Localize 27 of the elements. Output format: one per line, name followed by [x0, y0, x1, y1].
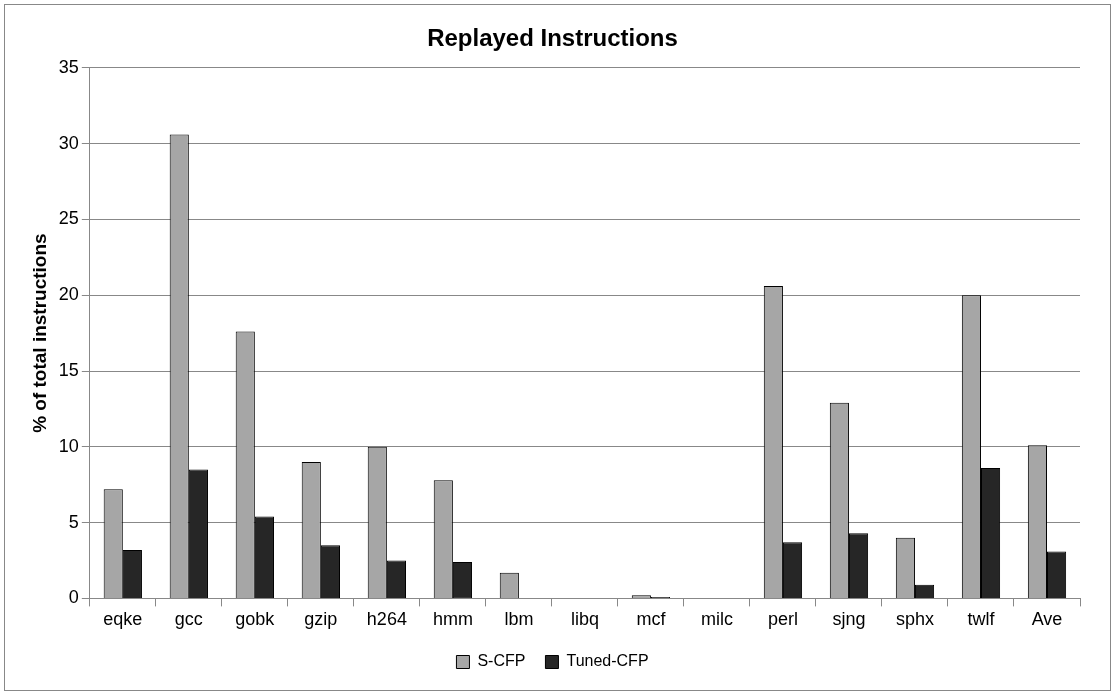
- x-tick-label: lbm: [504, 609, 534, 630]
- y-tick-label: 5: [68, 511, 79, 532]
- x-tick-label: gobk: [235, 609, 276, 630]
- x-tick-label: gzip: [304, 609, 338, 630]
- y-tick-label: 25: [58, 208, 79, 229]
- x-tick-label: sphx: [895, 609, 934, 630]
- chart-title: Replayed Instructions: [427, 24, 678, 52]
- x-tick-label: sjng: [832, 609, 866, 630]
- x-tick-label: Ave: [1031, 609, 1063, 630]
- legend-label: S-CFP: [477, 652, 526, 670]
- y-tick-label: 0: [68, 587, 79, 608]
- y-tick-label: 35: [58, 56, 79, 77]
- x-tick-label: gcc: [174, 609, 203, 630]
- x-tick-label: perl: [767, 609, 798, 630]
- x-tick-label: hmm: [432, 609, 473, 630]
- x-tick-label: twlf: [967, 609, 996, 630]
- legend-label: Tuned-CFP: [566, 652, 649, 670]
- x-tick-label: h264: [366, 609, 407, 630]
- y-tick-label: 20: [58, 284, 79, 305]
- y-tick-label: 15: [58, 359, 79, 380]
- y-axis-title: % of total instructions: [28, 233, 50, 433]
- x-tick-label: libq: [570, 609, 599, 630]
- y-tick-label: 30: [58, 132, 79, 153]
- y-tick-label: 10: [58, 435, 79, 456]
- x-tick-label: eqke: [103, 609, 143, 630]
- x-tick-label: mcf: [636, 609, 667, 630]
- x-tick-label: milc: [700, 609, 733, 630]
